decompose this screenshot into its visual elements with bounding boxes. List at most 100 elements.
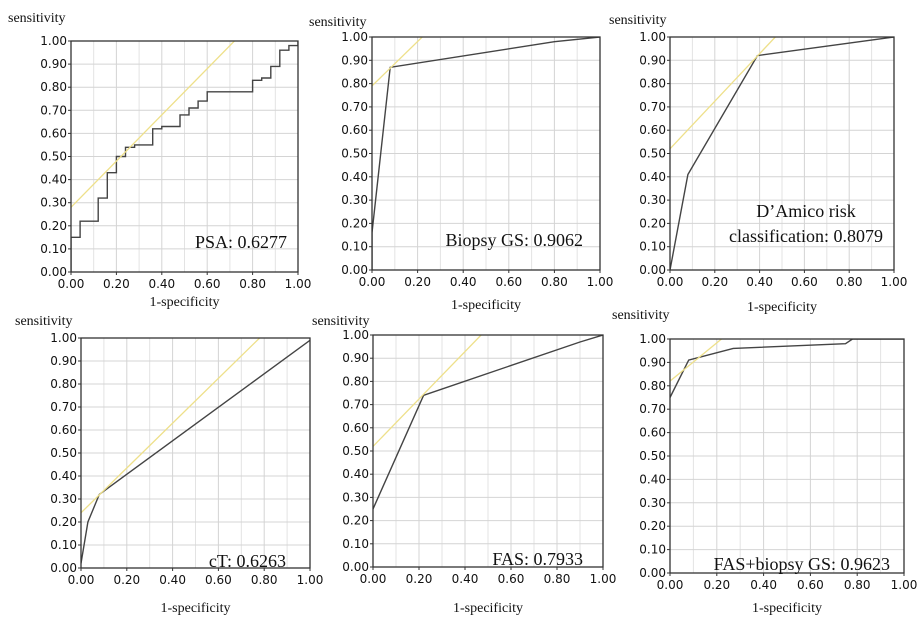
y-tick-label: 0.80 [342, 374, 369, 388]
y-tick-label: 0.60 [50, 423, 77, 437]
x-axis-label: 1-specificity [451, 298, 521, 313]
y-tick-label: 0.70 [342, 398, 369, 412]
x-tick-label: 0.20 [404, 275, 431, 289]
roc-panel: 0.00 0.10 0.20 0.30 0.40 0.50 0.60 0.70 0.80 0.90… [15, 314, 323, 616]
y-tick-label: 0.60 [341, 123, 368, 137]
x-axis-label: 1-specificity [150, 295, 220, 310]
x-tick-label: 0.40 [746, 275, 773, 289]
y-tick-label: 0.50 [342, 444, 369, 458]
x-axis-label: 1-specificity [747, 300, 817, 315]
auc-annotation: FAS: 0.7933 [492, 549, 583, 569]
y-tick-label: 0.40 [50, 469, 77, 483]
y-axis-label: sensitivity [8, 11, 66, 26]
x-tick-label: 1.00 [587, 275, 614, 289]
y-tick-label: 0.20 [639, 519, 666, 533]
roc-panel: 0.00 0.10 0.20 0.30 0.40 0.50 0.60 0.70 0.80 0.90… [612, 308, 917, 616]
y-tick-label: 0.50 [50, 446, 77, 460]
x-tick-label: 0.80 [544, 572, 571, 586]
y-tick-label: 0.80 [639, 379, 666, 393]
y-tick-label: 0.60 [342, 421, 369, 435]
y-tick-label: 0.70 [341, 100, 368, 114]
x-tick-label: 0.80 [836, 275, 863, 289]
y-tick-label: 0.40 [639, 170, 666, 184]
y-tick-label: 0.10 [341, 240, 368, 254]
y-tick-label: 0.40 [639, 472, 666, 486]
y-tick-label: 0.80 [341, 77, 368, 91]
x-tick-label: 0.20 [701, 275, 728, 289]
y-tick-label: 0.90 [639, 355, 666, 369]
tangent-line [372, 37, 423, 87]
roc-curve [670, 37, 894, 270]
y-tick-label: 1.00 [639, 30, 666, 44]
y-tick-label: 0.90 [342, 351, 369, 365]
x-tick-label: 0.20 [703, 578, 730, 592]
y-tick-label: 0.40 [342, 467, 369, 481]
y-tick-label: 0.70 [40, 103, 67, 117]
y-tick-label: 0.00 [40, 265, 67, 279]
y-tick-label: 0.70 [639, 402, 666, 416]
x-axis-label: 1-specificity [453, 601, 523, 616]
x-tick-label: 0.40 [450, 275, 477, 289]
y-tick-label: 0.30 [50, 492, 77, 506]
x-tick-label: 0.80 [844, 578, 871, 592]
roc-curve [71, 41, 298, 272]
y-tick-label: 0.20 [40, 219, 67, 233]
y-axis-label: sensitivity [612, 308, 670, 323]
x-tick-label: 0.40 [452, 572, 479, 586]
x-tick-label: 0.80 [251, 573, 278, 587]
y-tick-label: 0.20 [50, 515, 77, 529]
y-tick-label: 0.60 [639, 123, 666, 137]
x-tick-label: 0.60 [194, 277, 221, 291]
y-axis-label: sensitivity [309, 15, 367, 30]
x-tick-label: 0.00 [657, 578, 684, 592]
x-axis-label: 1-specificity [752, 601, 822, 616]
y-tick-label: 0.10 [342, 537, 369, 551]
x-tick-label: 0.20 [406, 572, 433, 586]
x-tick-label: 0.00 [657, 275, 684, 289]
y-tick-label: 1.00 [639, 332, 666, 346]
y-tick-label: 1.00 [40, 34, 67, 48]
x-tick-label: 0.60 [495, 275, 522, 289]
tangent-line [670, 37, 776, 150]
x-tick-label: 0.00 [68, 573, 95, 587]
y-tick-label: 0.50 [40, 150, 67, 164]
y-tick-label: 0.00 [639, 263, 666, 277]
x-tick-label: 1.00 [590, 572, 617, 586]
x-tick-label: 1.00 [881, 275, 908, 289]
y-tick-label: 0.80 [50, 377, 77, 391]
x-tick-label: 0.40 [750, 578, 777, 592]
y-tick-label: 0.90 [639, 53, 666, 67]
y-tick-label: 0.40 [341, 170, 368, 184]
roc-panel: 0.00 0.10 0.20 0.30 0.40 0.50 0.60 0.70 0.80 0.90… [309, 15, 613, 313]
x-tick-label: 0.40 [159, 573, 186, 587]
y-tick-label: 0.30 [639, 193, 666, 207]
y-tick-label: 0.00 [639, 566, 666, 580]
y-axis-label: sensitivity [609, 13, 667, 28]
y-tick-label: 0.30 [40, 196, 67, 210]
y-tick-label: 0.50 [639, 449, 666, 463]
y-axis-label: sensitivity [15, 314, 73, 329]
x-axis-label: 1-specificity [161, 601, 231, 616]
roc-panel: 0.00 0.10 0.20 0.30 0.40 0.50 0.60 0.70 0.80 0.90… [609, 13, 907, 315]
roc-curve [373, 335, 603, 510]
x-tick-label: 1.00 [891, 578, 918, 592]
x-tick-label: 0.00 [359, 275, 386, 289]
y-tick-label: 0.10 [40, 242, 67, 256]
y-tick-label: 1.00 [50, 331, 77, 345]
x-tick-label: 0.60 [498, 572, 525, 586]
x-tick-label: 0.00 [58, 277, 85, 291]
auc-annotation: PSA: 0.6277 [195, 232, 287, 252]
x-tick-label: 0.20 [103, 277, 130, 291]
y-tick-label: 1.00 [342, 328, 369, 342]
y-tick-label: 0.00 [342, 560, 369, 574]
y-tick-label: 0.20 [341, 216, 368, 230]
y-tick-label: 0.30 [341, 193, 368, 207]
roc-curve [670, 339, 904, 398]
x-tick-label: 1.00 [297, 573, 324, 587]
tangent-line [71, 41, 235, 208]
y-tick-label: 0.10 [639, 240, 666, 254]
y-tick-label: 0.80 [639, 77, 666, 91]
auc-annotation: Biopsy GS: 0.9062 [445, 230, 583, 250]
y-tick-label: 0.20 [639, 216, 666, 230]
